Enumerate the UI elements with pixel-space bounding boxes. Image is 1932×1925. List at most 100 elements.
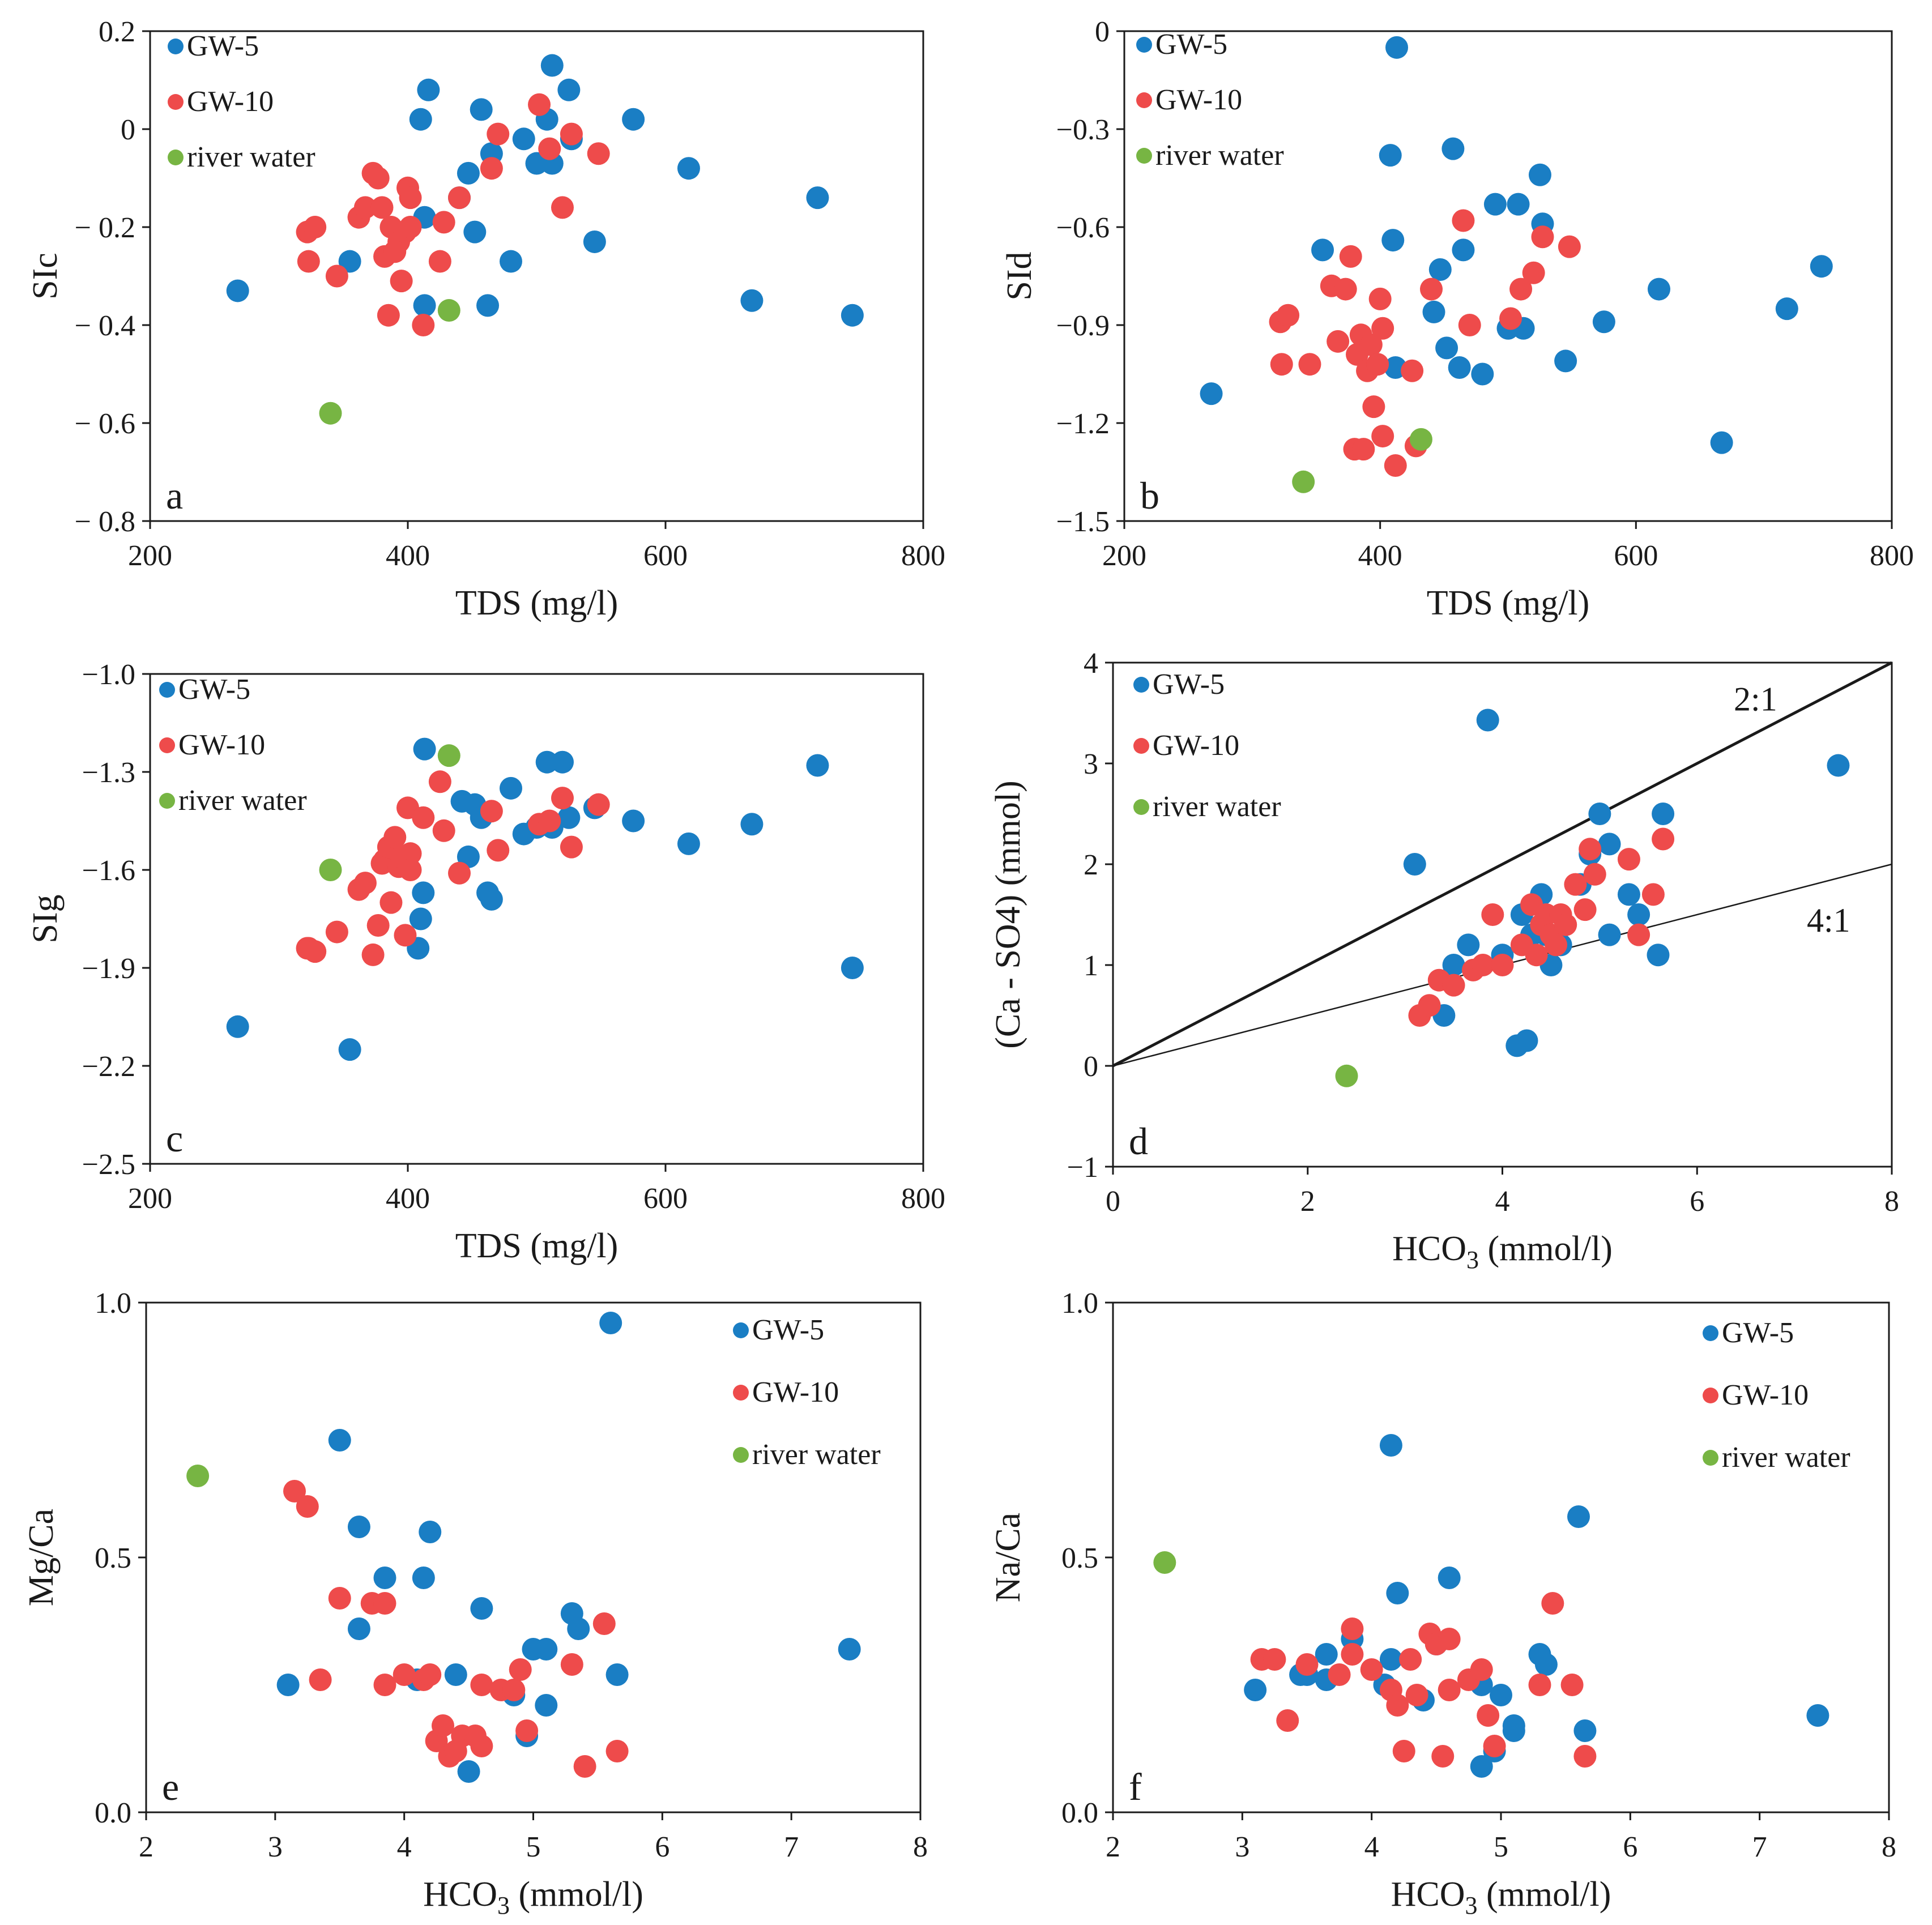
x-tick-label: 4 bbox=[1495, 1185, 1510, 1218]
data-point bbox=[573, 1755, 596, 1778]
data-point bbox=[535, 1638, 558, 1661]
x-axis-title: TDS (mg/l) bbox=[1427, 584, 1590, 622]
data-point bbox=[1652, 803, 1675, 825]
data-point bbox=[1327, 330, 1350, 353]
panel-c: 200 400 600 800 −2.5 −2.2 −1.9 −1.6 −1.3 −1.0 GW-5… bbox=[26, 659, 945, 1265]
data-point bbox=[412, 314, 435, 336]
data-point bbox=[1359, 333, 1383, 356]
data-point bbox=[1244, 1679, 1267, 1701]
data-point bbox=[366, 167, 390, 190]
data-point bbox=[1452, 238, 1475, 262]
legend-label: GW-10 bbox=[1155, 84, 1242, 116]
data-point bbox=[1362, 395, 1385, 419]
y-tick-label: 4 bbox=[1084, 647, 1098, 680]
series-river-water bbox=[186, 1465, 210, 1487]
data-point bbox=[1328, 1663, 1351, 1686]
panel-letter: d bbox=[1129, 1120, 1148, 1163]
y-axis-title: SIc bbox=[26, 253, 65, 300]
series-gw-10 bbox=[1408, 827, 1675, 1027]
data-point bbox=[583, 230, 606, 253]
data-point bbox=[186, 1465, 210, 1487]
data-point bbox=[1588, 803, 1611, 825]
y-tick-label: −2.2 bbox=[82, 1051, 135, 1083]
y-tick-label: 0 bbox=[1095, 16, 1110, 48]
data-point bbox=[366, 914, 390, 937]
data-point bbox=[538, 809, 561, 833]
data-point bbox=[1647, 278, 1670, 301]
y-tick-label: 0.0 bbox=[95, 1797, 131, 1829]
legend-marker bbox=[1136, 37, 1152, 53]
data-point bbox=[276, 1674, 300, 1696]
data-point bbox=[419, 1663, 442, 1686]
data-point bbox=[470, 1597, 493, 1620]
legend-label: river water bbox=[1155, 139, 1284, 172]
data-point bbox=[740, 813, 764, 836]
data-point bbox=[437, 744, 460, 767]
data-point bbox=[1471, 362, 1494, 386]
data-point bbox=[319, 402, 342, 425]
x-tick-label: 3 bbox=[1235, 1831, 1249, 1863]
data-point bbox=[487, 122, 510, 146]
data-point bbox=[1810, 255, 1833, 278]
x-tick-label: 8 bbox=[1884, 1185, 1899, 1218]
data-point bbox=[1263, 1648, 1286, 1671]
data-point bbox=[605, 1663, 629, 1686]
data-point bbox=[841, 957, 864, 979]
x-tick-label: 600 bbox=[643, 540, 688, 572]
data-point bbox=[1339, 245, 1362, 268]
data-point bbox=[226, 279, 249, 302]
legend-marker bbox=[1133, 799, 1149, 815]
data-point bbox=[383, 826, 407, 849]
data-point bbox=[587, 793, 610, 816]
data-point bbox=[1379, 144, 1402, 167]
data-point bbox=[540, 54, 564, 77]
data-point bbox=[1554, 913, 1577, 936]
x-axis-title: HCO3 (mmol/l) bbox=[1392, 1230, 1613, 1274]
legend-marker bbox=[733, 1447, 749, 1463]
data-point bbox=[1528, 163, 1551, 186]
data-point bbox=[1477, 1704, 1500, 1727]
data-point bbox=[304, 216, 327, 238]
data-point bbox=[1334, 278, 1357, 301]
data-point bbox=[480, 887, 503, 911]
data-point bbox=[373, 1592, 396, 1615]
data-point bbox=[1341, 1643, 1364, 1666]
data-point bbox=[393, 1663, 416, 1686]
y-tick-label: −0.6 bbox=[1056, 212, 1110, 244]
data-point bbox=[740, 289, 764, 312]
data-point bbox=[1368, 287, 1392, 310]
legend: GW-5 GW-10 river water bbox=[1136, 28, 1284, 172]
panel-letter: f bbox=[1129, 1765, 1142, 1808]
data-point bbox=[432, 1714, 455, 1737]
data-point bbox=[487, 839, 510, 862]
data-point bbox=[463, 220, 487, 244]
data-point bbox=[1528, 1674, 1551, 1696]
data-point bbox=[417, 78, 440, 101]
y-axis-title: SIg bbox=[26, 894, 65, 943]
data-point bbox=[409, 108, 432, 131]
x-tick-label: 200 bbox=[1102, 540, 1146, 572]
legend-marker bbox=[733, 1385, 749, 1401]
data-point bbox=[1311, 238, 1334, 262]
data-point bbox=[1502, 1719, 1525, 1742]
legend: GW-5 GW-10 river water bbox=[159, 673, 307, 817]
x-tick-label: 2 bbox=[1300, 1185, 1315, 1218]
data-point bbox=[567, 1617, 590, 1640]
data-point bbox=[347, 1617, 370, 1640]
y-tick-label: 1.0 bbox=[95, 1287, 131, 1320]
data-point bbox=[677, 832, 700, 855]
data-point bbox=[448, 186, 471, 210]
data-point bbox=[1298, 353, 1321, 376]
legend: GW-5 GW-10 river water bbox=[1133, 668, 1281, 823]
data-point bbox=[1627, 903, 1650, 926]
data-point bbox=[1564, 873, 1587, 896]
data-point bbox=[838, 1638, 861, 1661]
data-point bbox=[373, 1674, 396, 1696]
data-point bbox=[1441, 137, 1465, 160]
data-point bbox=[557, 806, 581, 829]
x-tick-label: 7 bbox=[784, 1831, 799, 1863]
data-point bbox=[470, 98, 493, 121]
legend-marker bbox=[1703, 1450, 1718, 1466]
data-point bbox=[1483, 1735, 1506, 1757]
data-point bbox=[325, 920, 348, 944]
